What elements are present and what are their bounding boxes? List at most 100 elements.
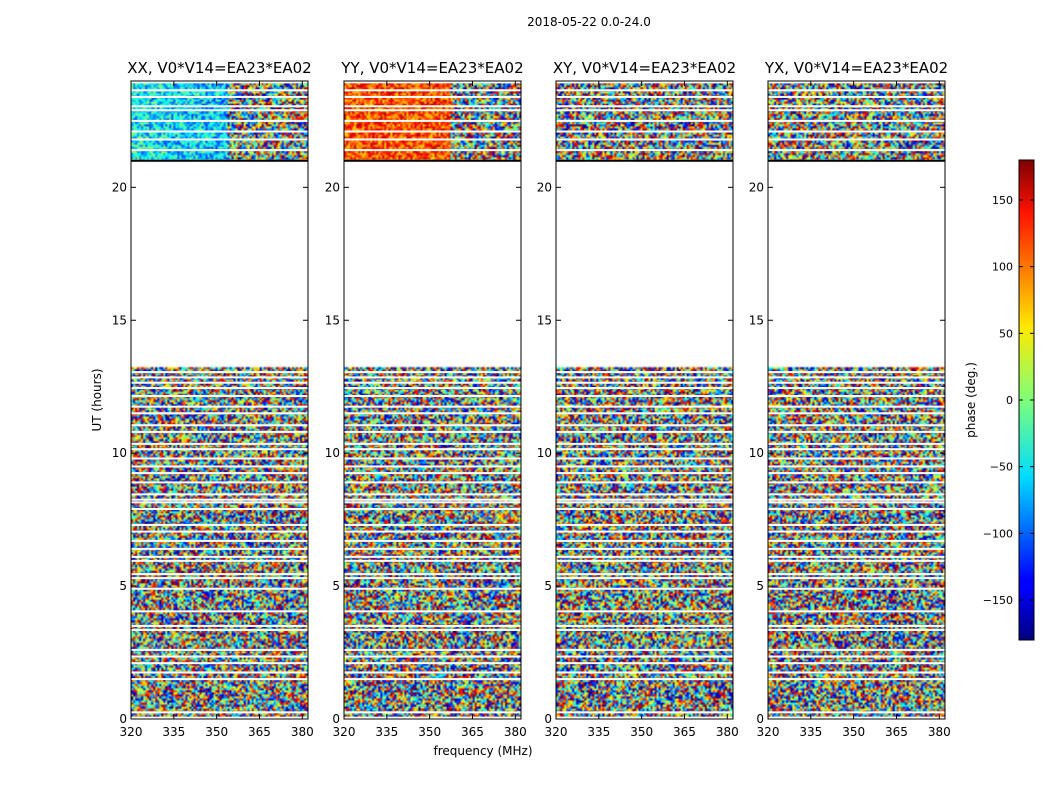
colorbar-tick-label: 100 [992, 261, 1013, 274]
x-tick-label: 365 [673, 725, 696, 739]
panels: XX, V0*V14=EA23*EA02 0 5 10 15 20 320 335 350 365… [112, 59, 951, 739]
flagged-row [768, 711, 945, 714]
y-tick-label: 20 [749, 180, 764, 194]
flagged-row [768, 105, 945, 108]
panel-4: YX, V0*V14=EA23*EA02 0 5 10 15 20 320 335 350 365… [749, 59, 951, 739]
flagged-row [131, 381, 308, 384]
flagged-row [556, 81, 733, 84]
flagged-row [768, 530, 945, 533]
flagged-row [768, 587, 945, 590]
flagged-row [344, 387, 521, 390]
flagged-row [768, 662, 945, 665]
y-tick-label: 0 [119, 712, 127, 726]
y-tick-label: 15 [749, 313, 764, 327]
panel-title: YY, V0*V14=EA23*EA02 [340, 59, 523, 77]
flagged-row [768, 493, 945, 496]
flagged-row [768, 655, 945, 658]
flagged-row [131, 716, 308, 719]
flagged-row [768, 395, 945, 398]
flagged-row [131, 387, 308, 390]
flagged-row [344, 662, 521, 665]
flagged-row [131, 493, 308, 496]
flagged-row [556, 498, 733, 501]
flagged-row [768, 555, 945, 558]
flagged-row [131, 539, 308, 542]
flagged-row [344, 648, 521, 651]
flagged-row [768, 130, 945, 133]
flagged-row [556, 472, 733, 475]
y-tick-label: 15 [112, 313, 127, 327]
flagged-row [131, 376, 308, 379]
flagged-row [556, 442, 733, 445]
flagged-row [131, 555, 308, 558]
x-tick-label: 335 [587, 725, 610, 739]
flagged-row [768, 424, 945, 427]
x-tick-label: 335 [799, 725, 822, 739]
flagged-row [344, 559, 521, 562]
flagged-row [131, 81, 308, 84]
colorbar-tick-label: 150 [992, 194, 1013, 207]
flagged-row [768, 405, 945, 408]
flagged-row [556, 577, 733, 580]
flagged-row [131, 711, 308, 714]
flagged-row [344, 530, 521, 533]
flagged-row [768, 628, 945, 631]
y-tick-label: 5 [544, 579, 552, 593]
colorbar-ticks: 150 100 50 0 −50 −100 −150 [983, 194, 1034, 607]
panel-frame [555, 80, 734, 720]
flagged-row [344, 457, 521, 460]
panel-frame [343, 80, 522, 720]
flagged-row [131, 559, 308, 562]
flagged-row [131, 105, 308, 108]
y-tick-label: 5 [119, 579, 127, 593]
flagged-row [131, 577, 308, 580]
flagged-row [768, 610, 945, 613]
flagged-row [768, 387, 945, 390]
x-tick-label: 365 [461, 725, 484, 739]
flagged-row [131, 130, 308, 133]
panel-2: YY, V0*V14=EA23*EA02 0 5 10 15 20 320 335 350 365… [325, 59, 527, 739]
flagged-row [768, 465, 945, 468]
colorbar-tick-label: −50 [990, 461, 1013, 474]
flagged-row [344, 109, 521, 112]
y-tick-label: 5 [756, 579, 764, 593]
flagged-row [344, 81, 521, 84]
y-tick-label: 15 [325, 313, 340, 327]
flagged-row [131, 448, 308, 451]
flagged-row [768, 559, 945, 562]
flagged-row [344, 481, 521, 484]
flagged-row [131, 119, 308, 122]
flagged-row [344, 624, 521, 627]
flagged-row [556, 105, 733, 108]
flagged-row [131, 371, 308, 374]
flagged-row [768, 89, 945, 92]
flagged-row [344, 498, 521, 501]
flagged-row [131, 573, 308, 576]
flagged-row [768, 381, 945, 384]
colorbar-label: phase (deg.) [964, 362, 978, 438]
flagged-row [556, 573, 733, 576]
flagged-row [556, 95, 733, 98]
flagged-row [556, 530, 733, 533]
flagged-row [131, 530, 308, 533]
flagged-row [556, 376, 733, 379]
panel-3: XY, V0*V14=EA23*EA02 0 5 10 15 20 320 335 350 365… [537, 59, 739, 739]
x-tick-label: 365 [248, 725, 271, 739]
flagged-row [344, 138, 521, 141]
x-tick-label: 350 [205, 725, 228, 739]
flagged-row [768, 573, 945, 576]
panel-title: XX, V0*V14=EA23*EA02 [127, 59, 311, 77]
flagged-row [556, 547, 733, 550]
flagged-row [344, 371, 521, 374]
flagged-row [556, 387, 733, 390]
flagged-row [131, 610, 308, 613]
flagged-row [131, 412, 308, 415]
colorbar-tick-label: 50 [999, 327, 1013, 340]
flagged-row [768, 539, 945, 542]
flagged-row [556, 539, 733, 542]
phase-heatmap [344, 81, 521, 719]
flagged-row [768, 501, 945, 504]
flagged-row [768, 678, 945, 681]
gap-edge-line [131, 159, 308, 162]
figure-suptitle: 2018-05-22 0.0-24.0 [527, 15, 651, 29]
